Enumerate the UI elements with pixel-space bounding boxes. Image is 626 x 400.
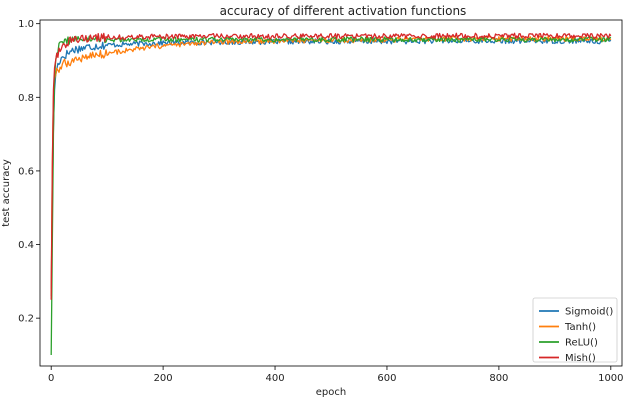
- legend-label: Mish(): [565, 353, 596, 364]
- x-tick-label: 0: [48, 373, 54, 384]
- series-layer: [50, 32, 612, 355]
- y-tick-label: 0.8: [18, 93, 34, 104]
- x-tick-label: 1000: [598, 373, 623, 384]
- chart-title: accuracy of different activation functio…: [220, 4, 467, 18]
- plot-background: [40, 20, 622, 366]
- y-tick-label: 0.2: [18, 314, 34, 325]
- y-tick-label: 0.6: [18, 166, 34, 177]
- x-tick-label: 600: [377, 373, 396, 384]
- legend-box: [532, 297, 618, 363]
- series-line-mish: [50, 32, 612, 300]
- x-tick-label: 800: [489, 373, 508, 384]
- legend-label: Sigmoid(): [565, 307, 613, 318]
- series-line-tanh: [50, 35, 612, 297]
- y-tick-label: 0.4: [18, 240, 34, 251]
- x-tick-label: 400: [265, 373, 284, 384]
- y-tick-label: 1.0: [18, 19, 34, 30]
- plot-frame: [39, 19, 623, 367]
- x-axis-label: epoch: [316, 387, 346, 398]
- y-axis-label: test accuracy: [1, 159, 12, 227]
- legend-label: Tanh(): [564, 322, 596, 333]
- y-axis-ticks: 0.2 0.4 0.6 0.8 1.0: [18, 19, 40, 325]
- x-axis-ticks: 0 200 400 600 800 1000: [48, 366, 624, 384]
- legend-label: ReLU(): [565, 338, 598, 349]
- plot-area: [39, 19, 623, 367]
- series-line-relu: [50, 34, 612, 355]
- x-tick-label: 200: [154, 373, 173, 384]
- legend: Sigmoid() Tanh() ReLU() Mish(): [532, 297, 618, 364]
- legend-items: Sigmoid() Tanh() ReLU() Mish(): [539, 307, 613, 364]
